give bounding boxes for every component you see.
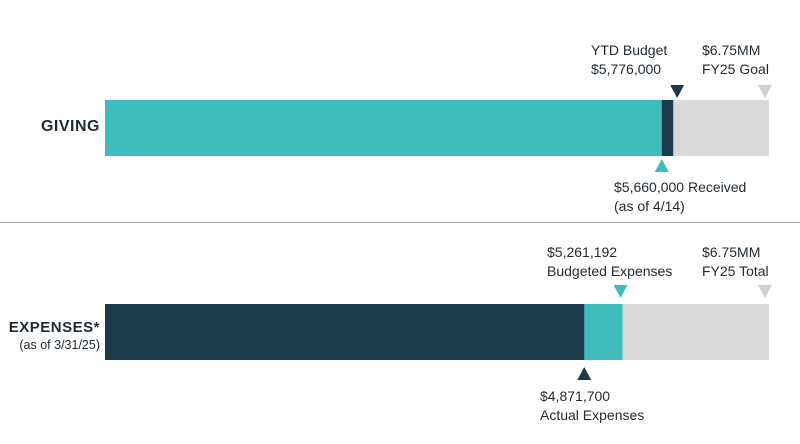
expenses-goal-title: FY25 Total bbox=[702, 263, 769, 279]
giving-budget-marker bbox=[670, 85, 685, 98]
giving-received-marker bbox=[654, 159, 669, 172]
expenses-label-text: EXPENSES* bbox=[8, 319, 100, 336]
giving-goal-marker bbox=[758, 85, 772, 98]
expenses-actual-title: Actual Expenses bbox=[540, 407, 645, 423]
expenses-goal-callout: $6.75MM FY25 Total bbox=[702, 243, 769, 281]
expenses-budget-marker bbox=[613, 285, 628, 298]
expenses-actual-marker bbox=[577, 367, 592, 380]
expenses-row-label: EXPENSES* (as of 3/31/25) bbox=[9, 319, 100, 352]
giving-budget-bar bbox=[661, 100, 674, 156]
giving-received-callout: $5,660,000 Received (as of 4/14) bbox=[614, 178, 746, 216]
giving-budget-callout: YTD Budget $5,776,000 bbox=[591, 41, 667, 79]
giving-row-label: GIVING bbox=[41, 118, 100, 136]
giving-goal-value: $6.75MM bbox=[702, 42, 761, 58]
section-divider bbox=[0, 222, 800, 223]
expenses-sublabel: (as of 3/31/25) bbox=[19, 338, 100, 352]
giving-budget-value: $5,776,000 bbox=[591, 61, 662, 77]
expenses-budget-title: Budgeted Expenses bbox=[547, 263, 673, 279]
giving-label-text: GIVING bbox=[40, 118, 100, 135]
expenses-actual-bar bbox=[105, 304, 585, 360]
expenses-actual-callout: $4,871,700 Actual Expenses bbox=[540, 387, 644, 425]
giving-goal-title: FY25 Goal bbox=[702, 61, 769, 77]
giving-received-date: (as of 4/14) bbox=[614, 198, 685, 214]
expenses-budget-value: $5,261,192 bbox=[547, 244, 618, 260]
giving-received-bar bbox=[105, 100, 662, 156]
giving-received-value: $5,660,000 Received bbox=[614, 179, 747, 195]
expenses-goal-marker bbox=[758, 285, 772, 298]
giving-budget-title: YTD Budget bbox=[591, 42, 668, 58]
expenses-goal-value: $6.75MM bbox=[702, 244, 761, 260]
giving-goal-callout: $6.75MM FY25 Goal bbox=[702, 41, 769, 79]
expenses-actual-value: $4,871,700 bbox=[540, 388, 611, 404]
expenses-budget-callout: $5,261,192 Budgeted Expenses bbox=[547, 243, 672, 281]
